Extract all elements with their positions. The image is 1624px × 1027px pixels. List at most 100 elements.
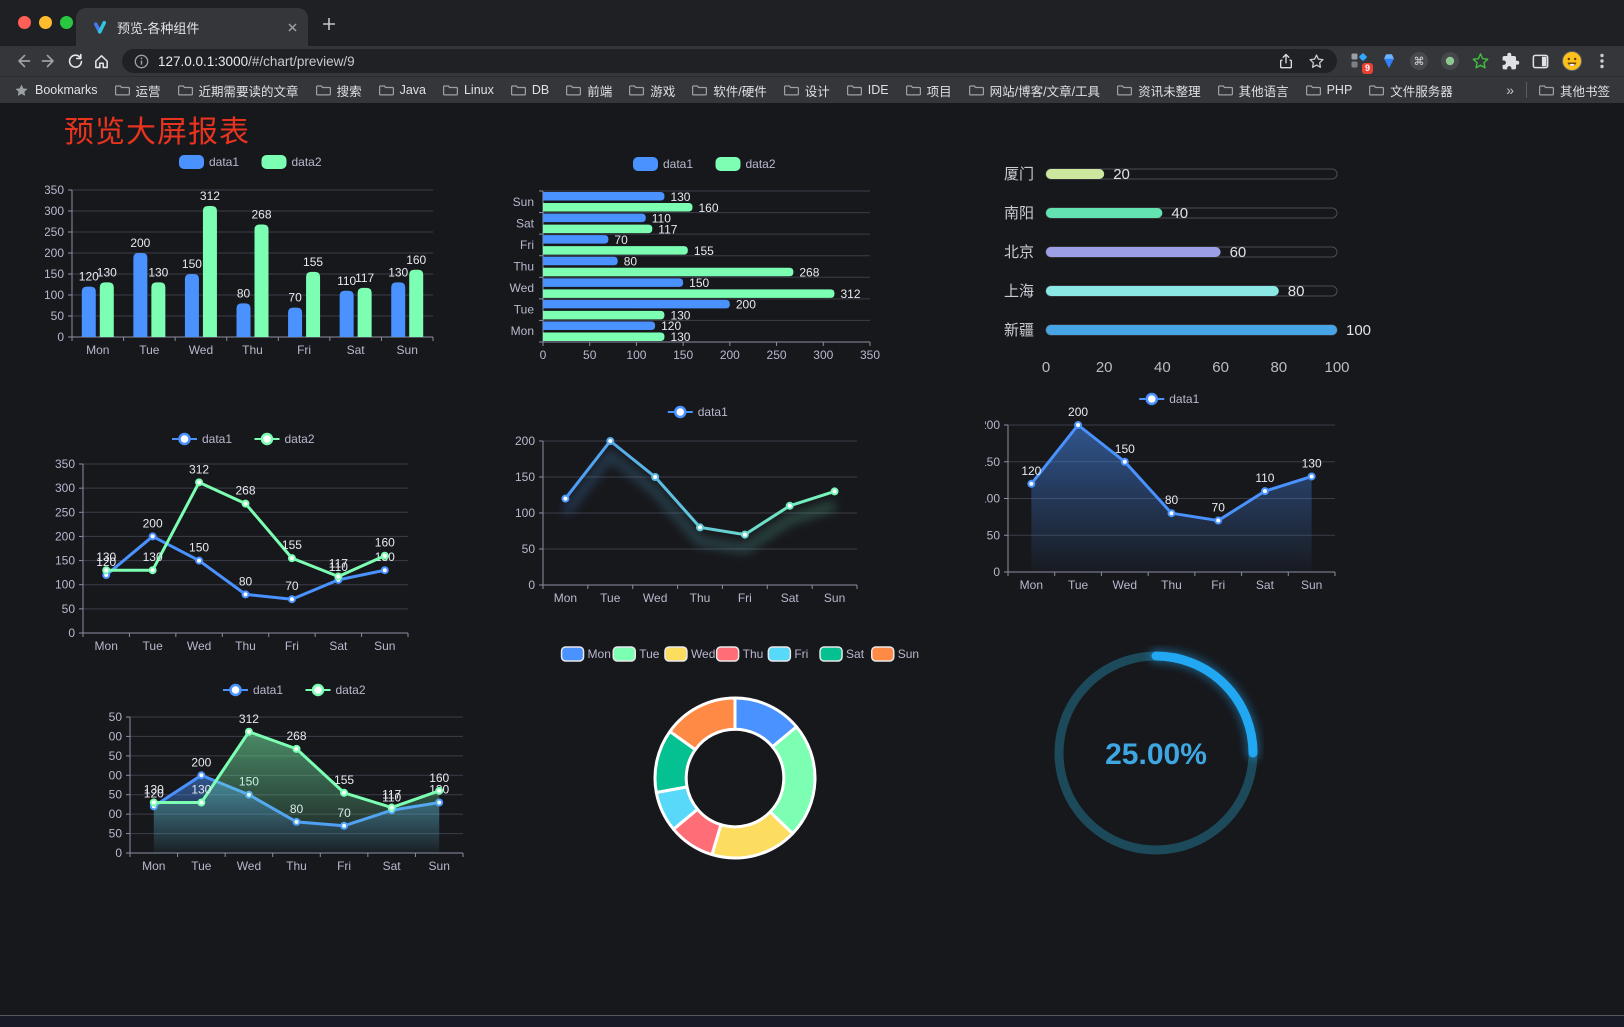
legend-item-Sat[interactable]: Sat	[819, 646, 865, 662]
bookmarks-overflow-chevron[interactable]: »	[1506, 82, 1514, 98]
bookmarks-manager-item[interactable]: Bookmarks	[14, 83, 98, 98]
svg-text:130: 130	[144, 782, 164, 796]
svg-text:Mon: Mon	[1020, 578, 1043, 592]
legend-item-data1[interactable]: data1	[1139, 392, 1200, 406]
gem-extension-icon[interactable]	[1380, 52, 1398, 70]
svg-text:Tue: Tue	[191, 859, 212, 873]
pie-slice-Sun[interactable]	[668, 696, 737, 752]
folder-icon	[968, 85, 984, 96]
svg-text:110: 110	[1255, 471, 1274, 485]
bookmark-folder-6[interactable]: DB	[510, 83, 549, 97]
url-text: 127.0.0.1:3000/#/chart/preview/9	[158, 54, 355, 69]
extension-badge: 9	[1361, 63, 1373, 74]
svg-text:Sat: Sat	[846, 647, 865, 661]
svg-text:data2: data2	[336, 683, 366, 697]
svg-text:80: 80	[237, 286, 251, 300]
legend-item-data1[interactable]: data1	[667, 405, 728, 419]
legend-item-Tue[interactable]: Tue	[612, 646, 660, 662]
line-dual-canvas: 0 50 100 150 200 250 300 350 Mon Tue Wed Thu Fri Sat S…	[55, 432, 409, 653]
window-zoom-button[interactable]	[60, 16, 73, 29]
svg-text:0: 0	[57, 330, 64, 344]
svg-text:50: 50	[62, 602, 76, 616]
bookmark-folder-3[interactable]: 搜索	[315, 81, 362, 100]
bookmark-folder-12[interactable]: 项目	[905, 81, 952, 100]
folder-icon	[905, 85, 921, 96]
bookmark-folder-label: 设计	[804, 84, 830, 99]
legend-item-Mon[interactable]: Mon	[560, 646, 611, 662]
bookmark-folder-13[interactable]: 网站/博客/文章/工具	[968, 81, 1100, 100]
bookmarks-divider	[1525, 82, 1527, 98]
svg-text:130: 130	[670, 330, 690, 344]
bookmark-star-icon[interactable]	[1308, 53, 1325, 70]
tab-title: 预览-各种组件	[117, 20, 200, 36]
legend-item-Wed[interactable]: Wed	[664, 646, 715, 662]
bookmark-folder-8[interactable]: 游戏	[629, 81, 675, 100]
bookmark-folder-9[interactable]: 软件/硬件	[692, 81, 767, 100]
bookmark-folder-5[interactable]: Linux	[442, 83, 494, 97]
chart-gauge: 25.00%	[1048, 645, 1264, 861]
window-close-button[interactable]	[18, 16, 31, 29]
legend-item-data1[interactable]: data1	[633, 157, 693, 171]
svg-text:268: 268	[235, 484, 255, 498]
reload-button[interactable]	[62, 48, 88, 74]
site-info-icon[interactable]	[134, 54, 149, 69]
url-path: /#/chart/preview/9	[248, 53, 355, 69]
svg-text:117: 117	[382, 788, 401, 802]
bookmark-folder-1[interactable]: 运营	[114, 81, 161, 100]
bookmark-folder-15[interactable]: 其他语言	[1217, 81, 1289, 100]
green-star-extension-icon[interactable]	[1471, 52, 1490, 71]
bookmark-folder-16[interactable]: PHP	[1305, 83, 1352, 97]
bookmark-folder-label: 其他语言	[1238, 84, 1289, 99]
legend-item-data2[interactable]: data2	[715, 157, 776, 171]
bookmark-folder-label: 近期需要读的文章	[198, 84, 299, 99]
back-button[interactable]	[10, 48, 36, 74]
back-arrow-icon	[18, 54, 31, 68]
home-button[interactable]	[88, 48, 114, 74]
browser-menu-kebab-icon[interactable]	[1594, 52, 1610, 70]
other-bookmarks-folder[interactable]: 其他书签	[1538, 81, 1610, 100]
svg-text:120: 120	[79, 270, 99, 284]
side-panel-icon[interactable]	[1531, 52, 1550, 71]
legend-item-data1[interactable]: data1	[223, 683, 283, 697]
legend-item-Thu[interactable]: Thu	[715, 646, 764, 662]
extension-grid-button[interactable]: 9	[1349, 51, 1373, 74]
window-minimize-button[interactable]	[39, 16, 52, 29]
bookmark-folder-10[interactable]: 设计	[783, 81, 830, 100]
svg-text:20: 20	[1113, 166, 1130, 183]
svg-text:Wed: Wed	[643, 591, 667, 605]
legend-item-data2[interactable]: data2	[261, 155, 322, 169]
svg-text:300: 300	[55, 481, 75, 495]
bookmark-folder-17[interactable]: 文件服务器	[1369, 81, 1453, 100]
svg-text:70: 70	[614, 233, 628, 247]
extensions-puzzle-icon[interactable]	[1501, 52, 1520, 71]
legend-item-data1[interactable]: data1	[179, 155, 239, 169]
bookmark-folder-11[interactable]: IDE	[846, 83, 889, 97]
legend-item-data1[interactable]: data1	[172, 432, 232, 446]
tab-close-icon[interactable]	[287, 22, 298, 33]
legend-item-Fri[interactable]: Fri	[767, 646, 808, 662]
svg-text:40: 40	[1154, 359, 1171, 376]
record-dot-extension-icon[interactable]	[1440, 51, 1460, 71]
command-extension-icon[interactable]: ⌘	[1409, 51, 1429, 71]
svg-text:350: 350	[45, 183, 64, 197]
forward-button[interactable]	[36, 48, 62, 74]
legend-item-data2[interactable]: data2	[254, 432, 315, 446]
legend-item-Sun[interactable]: Sun	[871, 646, 919, 662]
bookmark-folder-2[interactable]: 近期需要读的文章	[177, 81, 299, 100]
share-icon[interactable]	[1278, 53, 1294, 70]
svg-text:80: 80	[239, 574, 253, 588]
svg-text:南阳: 南阳	[1004, 205, 1034, 222]
chart-dual-area-line: 0 50 100 150 200 250 300 350 Mon Tue Wed Thu Fri Sat S…	[102, 676, 470, 890]
legend-item-data2[interactable]: data2	[305, 683, 366, 697]
profile-avatar[interactable]	[1561, 50, 1583, 72]
svg-text:80: 80	[1165, 493, 1179, 507]
browser-tab[interactable]: 预览-各种组件	[76, 8, 308, 46]
svg-text:120: 120	[96, 555, 116, 569]
new-tab-button[interactable]	[318, 13, 340, 35]
bookmark-folder-4[interactable]: Java	[378, 83, 426, 97]
svg-text:100: 100	[626, 348, 646, 362]
address-bar[interactable]: 127.0.0.1:3000/#/chart/preview/9	[122, 49, 1337, 73]
bookmark-folder-7[interactable]: 前端	[566, 81, 612, 100]
svg-text:0: 0	[1042, 359, 1050, 376]
bookmark-folder-14[interactable]: 资讯未整理	[1117, 81, 1201, 100]
